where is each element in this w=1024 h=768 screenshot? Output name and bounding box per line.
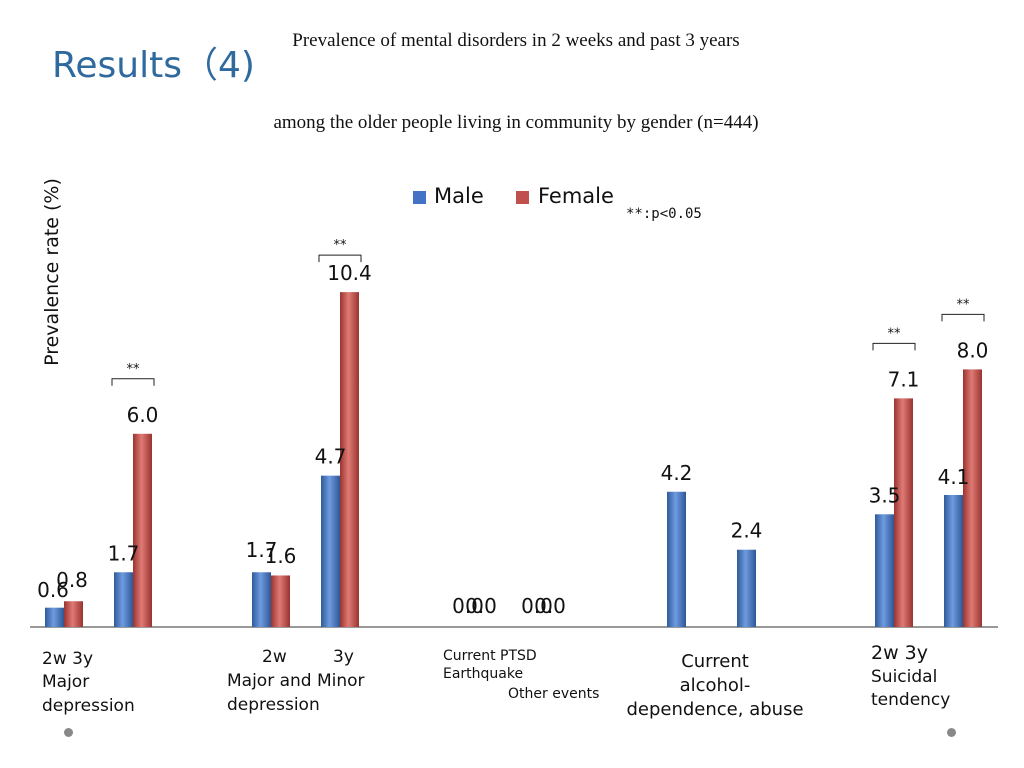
data-label-female: 0.0 bbox=[465, 594, 497, 618]
data-label-male: 4.2 bbox=[661, 461, 693, 485]
category-label-major-minor-1: Major and Minor bbox=[227, 671, 365, 691]
significance-bracket bbox=[111, 378, 155, 386]
significance-marker: ** bbox=[888, 326, 902, 341]
bar-female bbox=[963, 369, 982, 627]
category-period-3y-major-minor: 3y bbox=[333, 647, 354, 667]
category-periods-major-depression: 2w 3y bbox=[42, 649, 93, 669]
data-label-male: 3.5 bbox=[869, 483, 901, 507]
bar-male bbox=[737, 549, 756, 627]
data-label-male: 2.4 bbox=[731, 519, 763, 543]
bar-male bbox=[114, 572, 133, 627]
category-period-2w-major-minor: 2w bbox=[262, 647, 287, 667]
legend-label-male: Male bbox=[434, 184, 484, 208]
bar-male bbox=[944, 494, 963, 627]
category-label-suicidal-2: tendency bbox=[871, 690, 951, 710]
bar-male bbox=[875, 514, 894, 627]
slide-nav-dot-right bbox=[947, 728, 956, 737]
significance-marker: ** bbox=[127, 362, 141, 377]
data-label-male: 0.0 bbox=[521, 594, 553, 618]
legend-label-female: Female bbox=[538, 184, 614, 208]
chart-subtitle: among the older people living in communi… bbox=[273, 112, 759, 133]
bar-male bbox=[667, 491, 686, 627]
category-label-suicidal-1: Suicidal bbox=[871, 667, 938, 687]
data-label-female: 0.8 bbox=[56, 568, 88, 592]
bar-female bbox=[894, 398, 913, 627]
significance-bracket bbox=[941, 313, 985, 322]
data-label-female: 0.0 bbox=[534, 594, 566, 618]
legend-swatch-male bbox=[413, 191, 426, 204]
category-label-alcohol-2: alcohol- bbox=[679, 675, 751, 696]
bar-male bbox=[252, 572, 271, 627]
category-label-alcohol-1: Current bbox=[681, 651, 749, 672]
bar-female bbox=[64, 601, 83, 627]
category-label-ptsd-2: Earthquake bbox=[443, 666, 524, 682]
bar-female bbox=[271, 575, 290, 627]
category-label-major-minor-2: depression bbox=[227, 695, 320, 715]
bar-male bbox=[45, 607, 64, 627]
data-label-male: 4.1 bbox=[938, 465, 970, 489]
data-label-male: 0.0 bbox=[452, 594, 484, 618]
significance-bracket bbox=[318, 254, 362, 263]
bar-female bbox=[133, 433, 152, 627]
category-label-ptsd-3: Other events bbox=[508, 686, 600, 702]
significance-marker: ** bbox=[957, 297, 971, 312]
chart-title: Prevalence of mental disorders in 2 week… bbox=[292, 30, 740, 51]
data-label-male: 1.7 bbox=[108, 541, 140, 565]
bar-male bbox=[321, 475, 340, 627]
category-label-ptsd-1: Current PTSD bbox=[443, 648, 537, 664]
significance-bracket bbox=[872, 342, 916, 351]
legend-swatch-female bbox=[516, 191, 529, 204]
category-label-major-depression-1: Major bbox=[42, 672, 90, 692]
category-label-alcohol-3: dependence, abuse bbox=[626, 699, 804, 720]
significance-note: **:p<0.05 bbox=[626, 206, 702, 222]
slide-nav-dot-left bbox=[64, 728, 73, 737]
data-label-male: 1.7 bbox=[246, 538, 278, 562]
data-label-male: 0.6 bbox=[37, 578, 69, 602]
category-label-major-depression-2: depression bbox=[42, 696, 135, 716]
bar-female bbox=[340, 292, 359, 627]
category-periods-suicidal: 2w 3y bbox=[871, 642, 928, 664]
data-label-female: 8.0 bbox=[957, 338, 989, 362]
data-label-female: 6.0 bbox=[127, 403, 159, 427]
data-label-female: 1.6 bbox=[265, 544, 297, 568]
significance-marker: ** bbox=[334, 238, 348, 253]
data-label-male: 4.7 bbox=[315, 445, 347, 469]
data-label-female: 7.1 bbox=[888, 367, 920, 391]
slide-title: Results（4) bbox=[52, 45, 255, 86]
data-label-female: 10.4 bbox=[327, 261, 372, 285]
